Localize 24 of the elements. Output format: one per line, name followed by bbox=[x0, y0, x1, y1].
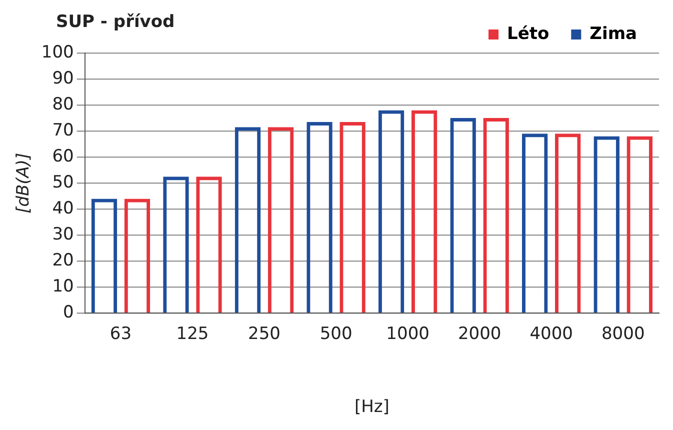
y-tick-label: 10 bbox=[52, 276, 74, 297]
y-tick-label: 80 bbox=[52, 94, 74, 114]
x-tick-label: 250 bbox=[248, 324, 280, 344]
x-tick-label: 4000 bbox=[530, 324, 573, 344]
x-axis-title: [Hz] bbox=[354, 397, 390, 418]
x-tick-label: 8000 bbox=[601, 324, 645, 344]
y-tick-label: 90 bbox=[52, 68, 74, 88]
y-tick-label: 50 bbox=[52, 172, 74, 193]
legend-label: Léto bbox=[506, 24, 550, 44]
y-tick-label: 60 bbox=[52, 146, 74, 166]
y-tick-label: 100 bbox=[41, 42, 74, 62]
y-tick-label: 70 bbox=[52, 120, 74, 140]
legend-label: Zima bbox=[590, 24, 638, 44]
y-axis-title: [dB(A)] bbox=[14, 152, 34, 214]
x-tick-label: 2000 bbox=[458, 324, 502, 344]
y-tick-label: 20 bbox=[52, 250, 74, 271]
y-tick-label: 40 bbox=[52, 198, 74, 219]
y-tick-label: 30 bbox=[52, 224, 74, 245]
x-tick-label: 63 bbox=[110, 324, 132, 344]
y-tick-label: 0 bbox=[63, 302, 74, 323]
x-tick-label: 125 bbox=[176, 324, 209, 344]
chart-title: SUP - přívod bbox=[56, 12, 175, 32]
x-tick-label: 1000 bbox=[386, 324, 430, 344]
x-tick-label: 500 bbox=[320, 324, 352, 344]
